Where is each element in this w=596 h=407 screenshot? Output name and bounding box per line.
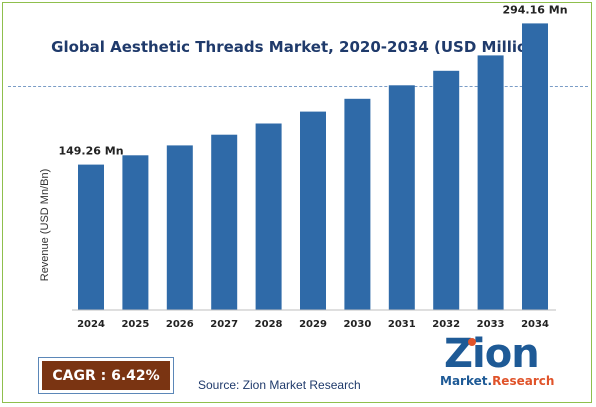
- title-divider: [8, 86, 588, 87]
- x-tick-2025: 2025: [121, 319, 149, 330]
- bar-2024: [78, 164, 104, 310]
- data-labels: 149.26 Mn 294.16 Mn: [58, 3, 567, 157]
- bar-2028: [255, 123, 282, 310]
- bar-2030: [344, 98, 371, 310]
- bar-2031: [388, 85, 415, 310]
- bar-2034: [522, 23, 548, 311]
- data-label-2034: 294.16 Mn: [502, 3, 567, 16]
- x-tick-2028: 2028: [255, 319, 283, 330]
- logo-dot-icon: [468, 338, 476, 346]
- bar-2025: [122, 155, 149, 310]
- source-text: Source: Zion Market Research: [198, 378, 361, 392]
- cagr-box: CAGR : 6.42%: [38, 357, 174, 394]
- logo-zion-text: Zion: [444, 331, 540, 377]
- logo-sub-research: Research: [492, 374, 555, 388]
- bar-2032: [433, 70, 460, 310]
- bar-2029: [300, 111, 326, 310]
- bar-2026: [166, 145, 193, 310]
- data-label-2024: 149.26 Mn: [58, 145, 123, 158]
- zion-logo: Zion Market.Research: [440, 331, 554, 394]
- x-tick-2033: 2033: [477, 319, 505, 330]
- logo-subtitle: Market.Research: [440, 374, 554, 388]
- x-tick-2031: 2031: [388, 319, 416, 330]
- x-tick-2034: 2034: [521, 319, 549, 330]
- x-tick-2026: 2026: [166, 319, 194, 330]
- x-tick-labels: 2024 2025 2026 2027 2028 2029 2030 2031 2032 2033…: [77, 319, 549, 330]
- y-axis-label: Revenue (USD Mn/Bn): [39, 169, 51, 282]
- x-tick-2029: 2029: [299, 319, 327, 330]
- chart-title: Global Aesthetic Threads Market, 2020-20…: [51, 38, 545, 56]
- x-tick-2024: 2024: [77, 319, 105, 330]
- bar-2033: [477, 55, 504, 311]
- x-tick-2032: 2032: [432, 319, 460, 330]
- cagr-badge: CAGR : 6.42%: [42, 361, 170, 390]
- bars-group: [78, 23, 548, 311]
- x-tick-2027: 2027: [210, 319, 238, 330]
- x-tick-2030: 2030: [343, 319, 371, 330]
- logo-sub-market: Market.: [440, 374, 493, 388]
- bar-2027: [211, 134, 238, 310]
